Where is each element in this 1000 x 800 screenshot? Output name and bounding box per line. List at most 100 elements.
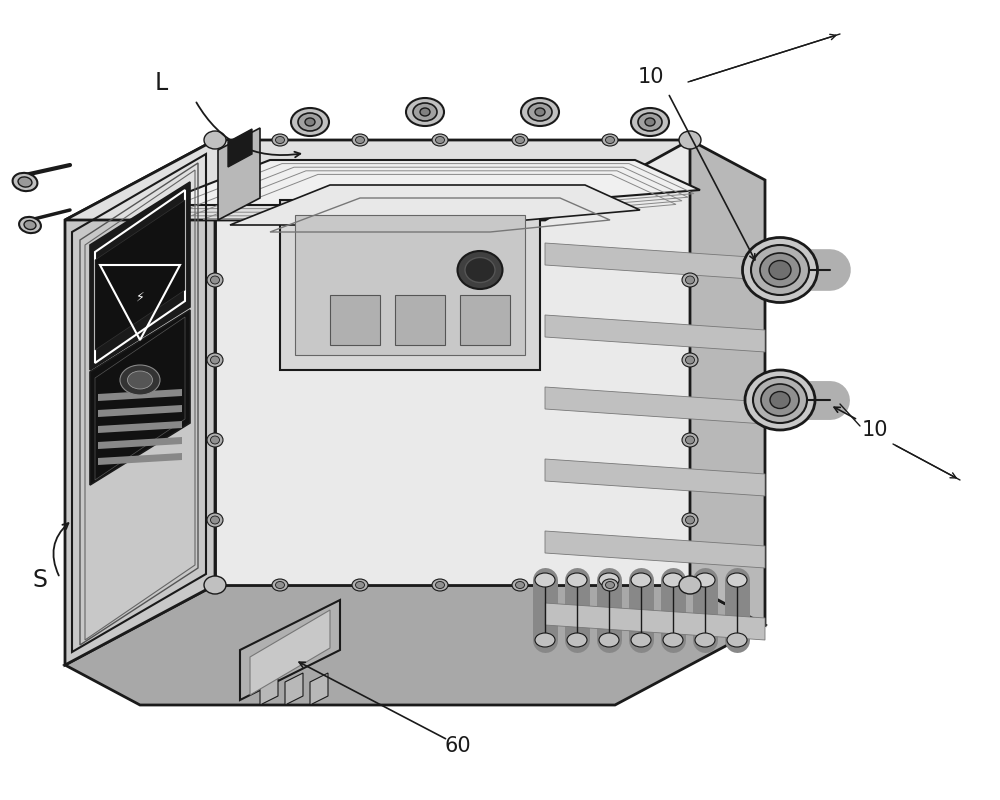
- Ellipse shape: [645, 118, 655, 126]
- Ellipse shape: [599, 633, 619, 647]
- Ellipse shape: [207, 433, 223, 447]
- Ellipse shape: [602, 134, 618, 146]
- Ellipse shape: [679, 576, 701, 594]
- Polygon shape: [65, 140, 215, 665]
- Ellipse shape: [679, 131, 701, 149]
- Ellipse shape: [663, 573, 683, 587]
- Polygon shape: [545, 387, 765, 424]
- Ellipse shape: [686, 276, 694, 284]
- Text: 10: 10: [862, 420, 889, 440]
- Ellipse shape: [686, 516, 694, 524]
- Ellipse shape: [432, 134, 448, 146]
- Polygon shape: [215, 140, 690, 585]
- Polygon shape: [98, 421, 182, 433]
- Polygon shape: [280, 200, 540, 370]
- Ellipse shape: [24, 221, 36, 230]
- Ellipse shape: [458, 251, 503, 289]
- Text: 60: 60: [445, 736, 472, 756]
- Ellipse shape: [436, 582, 444, 589]
- Ellipse shape: [298, 113, 322, 131]
- Ellipse shape: [305, 118, 315, 126]
- Polygon shape: [90, 182, 190, 370]
- Polygon shape: [690, 140, 765, 625]
- Ellipse shape: [19, 217, 41, 233]
- Ellipse shape: [276, 582, 285, 589]
- Ellipse shape: [120, 365, 160, 395]
- Polygon shape: [240, 600, 340, 700]
- Ellipse shape: [207, 353, 223, 367]
- Text: S: S: [32, 568, 47, 592]
- Ellipse shape: [356, 582, 364, 589]
- Ellipse shape: [516, 582, 524, 589]
- Polygon shape: [98, 453, 182, 465]
- Ellipse shape: [465, 258, 495, 282]
- Ellipse shape: [761, 384, 799, 416]
- Ellipse shape: [13, 173, 37, 191]
- Ellipse shape: [516, 137, 524, 143]
- Ellipse shape: [695, 633, 715, 647]
- Ellipse shape: [207, 273, 223, 287]
- Ellipse shape: [686, 436, 694, 444]
- Ellipse shape: [420, 108, 430, 116]
- Ellipse shape: [535, 633, 555, 647]
- Polygon shape: [65, 585, 765, 705]
- Ellipse shape: [406, 98, 444, 126]
- Ellipse shape: [413, 103, 437, 121]
- Polygon shape: [330, 295, 380, 345]
- Polygon shape: [260, 673, 278, 705]
- Ellipse shape: [512, 134, 528, 146]
- Ellipse shape: [760, 253, 800, 287]
- Polygon shape: [310, 673, 328, 705]
- Polygon shape: [395, 295, 445, 345]
- Ellipse shape: [727, 633, 747, 647]
- Ellipse shape: [352, 579, 368, 591]
- Polygon shape: [545, 603, 765, 640]
- Polygon shape: [90, 310, 190, 485]
- Ellipse shape: [356, 137, 364, 143]
- Ellipse shape: [512, 579, 528, 591]
- Ellipse shape: [682, 353, 698, 367]
- Ellipse shape: [682, 273, 698, 287]
- Polygon shape: [95, 200, 185, 350]
- Ellipse shape: [631, 108, 669, 136]
- Polygon shape: [285, 673, 303, 705]
- Polygon shape: [545, 243, 765, 280]
- Ellipse shape: [638, 113, 662, 131]
- Polygon shape: [545, 315, 765, 352]
- Ellipse shape: [352, 134, 368, 146]
- Ellipse shape: [567, 633, 587, 647]
- Ellipse shape: [602, 579, 618, 591]
- Ellipse shape: [432, 579, 448, 591]
- Ellipse shape: [18, 177, 32, 187]
- Ellipse shape: [745, 370, 815, 430]
- Ellipse shape: [535, 108, 545, 116]
- Ellipse shape: [631, 573, 651, 587]
- Ellipse shape: [210, 276, 220, 284]
- Ellipse shape: [727, 573, 747, 587]
- Polygon shape: [460, 295, 510, 345]
- Polygon shape: [228, 129, 252, 167]
- Ellipse shape: [210, 436, 220, 444]
- Ellipse shape: [751, 245, 809, 295]
- Polygon shape: [545, 531, 765, 568]
- Polygon shape: [95, 190, 185, 363]
- Ellipse shape: [663, 633, 683, 647]
- Text: 10: 10: [638, 67, 664, 87]
- Ellipse shape: [606, 582, 614, 589]
- Polygon shape: [230, 185, 640, 225]
- Polygon shape: [155, 160, 700, 205]
- Polygon shape: [218, 128, 260, 220]
- Ellipse shape: [291, 108, 329, 136]
- Ellipse shape: [631, 633, 651, 647]
- Ellipse shape: [695, 573, 715, 587]
- Polygon shape: [65, 140, 690, 220]
- Polygon shape: [250, 610, 330, 695]
- Polygon shape: [98, 389, 182, 401]
- Ellipse shape: [128, 371, 152, 389]
- Polygon shape: [545, 459, 765, 496]
- Ellipse shape: [207, 513, 223, 527]
- Ellipse shape: [210, 516, 220, 524]
- Ellipse shape: [686, 356, 694, 364]
- Ellipse shape: [204, 131, 226, 149]
- Ellipse shape: [521, 98, 559, 126]
